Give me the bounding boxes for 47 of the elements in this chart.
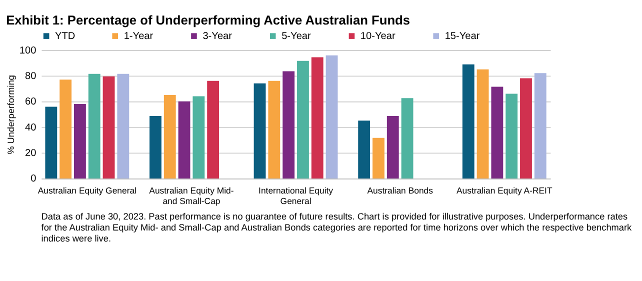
bar <box>326 55 338 178</box>
bar <box>102 76 115 178</box>
bar <box>506 94 518 178</box>
bar <box>207 80 220 178</box>
legend-label: 1-Year <box>124 30 154 42</box>
bar <box>282 71 295 178</box>
legend-label: YTD <box>55 30 76 42</box>
bar <box>74 104 86 178</box>
bar <box>150 116 162 178</box>
legend-label: 15-Year <box>444 30 480 42</box>
x-tick-label: Australian Bonds <box>367 186 434 196</box>
y-tick-label: 20 <box>25 148 37 159</box>
y-tick-label: 40 <box>25 122 37 134</box>
chart-title: Exhibit 1: Percentage of Underperforming Active Australian Funds <box>6 12 410 28</box>
bar <box>311 57 324 178</box>
text: Data as of June 30, 2023. Past performance is no guarantee of future results. Chart is provided for illustrative purposes. Underperformance rates for the Australian Equity Mid- and Small-Cap and Australian Bonds categories are reported for time horizons over which the respective benchmark indices were live. <box>41 212 632 244</box>
bar <box>534 73 546 178</box>
legend-label: 10-Year <box>360 30 396 42</box>
bar <box>386 116 399 178</box>
bar <box>268 80 280 178</box>
x-tick-label: Australian Equity A-REIT <box>456 186 553 196</box>
legend-label: 3-Year <box>202 30 233 42</box>
x-tick-label: Australian Equity Mid- and Small-Cap <box>149 186 234 206</box>
x-tick-label: Australian Equity General <box>38 186 137 196</box>
y-tick-label: 0 <box>30 174 37 185</box>
bar <box>462 64 474 178</box>
bar <box>520 78 532 178</box>
bar <box>88 74 100 178</box>
legend-label: 5-Year <box>282 30 312 42</box>
bar <box>372 138 384 178</box>
bar <box>45 106 58 178</box>
y-axis-title: % Underperforming <box>6 75 16 154</box>
bar <box>401 98 414 178</box>
bar <box>164 94 176 178</box>
x-tick-label: International Equity General <box>258 186 334 206</box>
bar <box>192 96 205 178</box>
bar <box>60 80 72 178</box>
bar <box>297 60 309 178</box>
bar <box>476 69 489 178</box>
bar <box>254 83 266 178</box>
y-tick-label: 80 <box>25 70 37 82</box>
bar <box>358 120 370 178</box>
y-tick-label: 60 <box>25 96 37 108</box>
bar <box>178 101 190 178</box>
bar <box>117 74 130 178</box>
bar <box>491 86 504 178</box>
y-tick-label: 100 <box>19 45 37 56</box>
